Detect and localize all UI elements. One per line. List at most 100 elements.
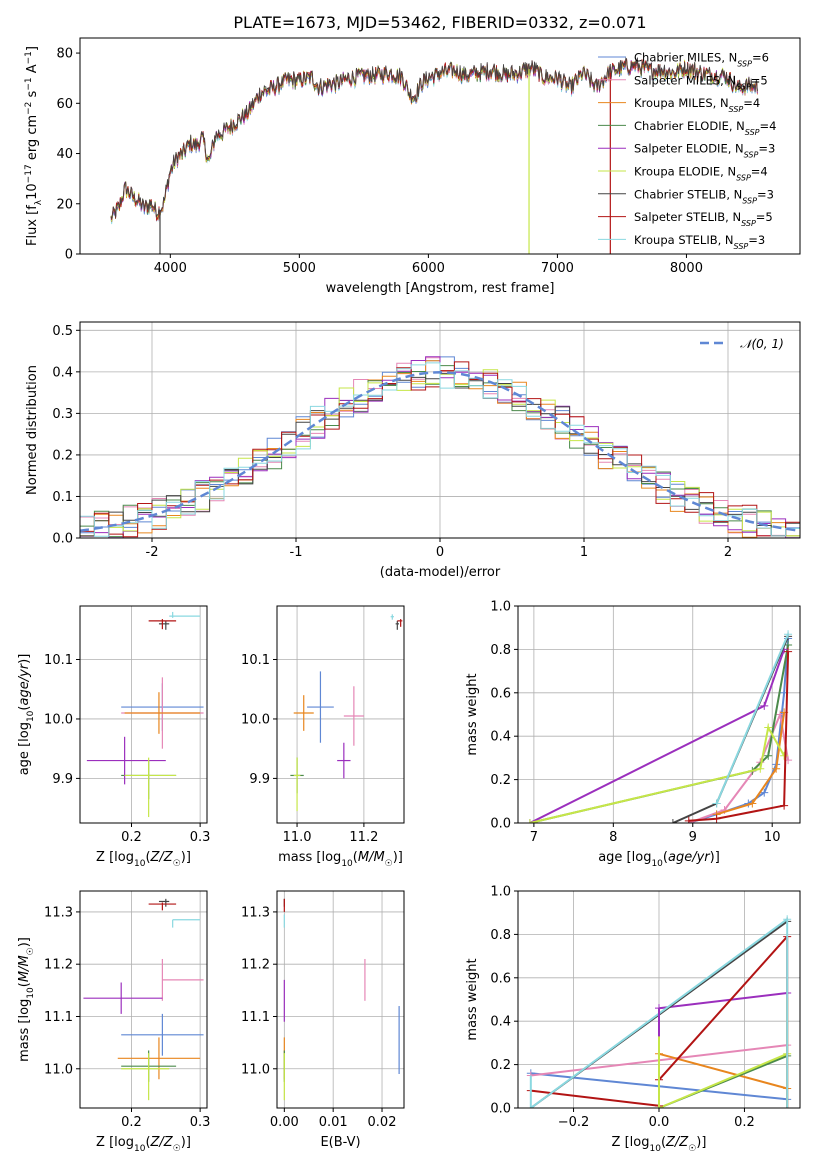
age_vs_mass-y-tick-label: 10.0 [241,712,270,727]
residuals-y-tick-label: 0.4 [52,365,73,380]
residuals-y-ticks: 0.0 0.1 0.2 0.3 0.4 0.5 [52,324,80,547]
age_vs_Z-errorbar-chabrier-stelib [158,620,170,630]
spectrum-y-tick-label: 0 [65,248,73,263]
mass_weight_vs_age-x-ticks: 7 8 9 10 [530,823,781,845]
mass_vs_Z-y-tick-label: 11.3 [44,905,73,920]
mass_weight_vs_age-marker-chabrier-stelib [668,819,677,823]
mass_weight_vs_age-plot-area [525,630,793,823]
age_vs_mass-axes-frame [276,605,405,824]
legend-entry-chabrier-miles: Chabrier MILES, NSSP=6 [634,51,769,69]
age_vs_mass-errorbar-kroupa-elodie [293,757,301,812]
mass_weight_vs_age-x-tick-label: 7 [530,830,538,845]
age_vs_Z-panel: 0.2 0.3 9.9 10.0 10.1 Z [log10(Z/Z☉)] age [log… [17,605,210,869]
mass_weight_vs_Z-x-label: Z [log10(Z/Z☉)] [612,1135,707,1154]
mass_vs_ebv-x-label: E(B-V) [320,1135,360,1150]
residuals-x-tick-label: 2 [724,545,732,560]
residuals-y-tick-label: 0.2 [52,448,73,463]
residuals-x-label: (data-model)/error [380,565,501,580]
mass_vs_ebv-x-ticks: 0.00 0.01 0.02 [270,1108,397,1130]
mass_weight_vs_age-axes-frame [517,605,801,824]
age_vs_mass-errorbar-chabrier-miles [307,671,334,743]
residuals-panel: -2 -1 0 1 2 0.0 0.1 0.2 0.3 0.4 0.5 𝒩(0, 1) (data-mo… [25,321,801,580]
mass_vs_ebv-panel: 0.00 0.01 0.02 11.0 11.1 11.2 11.3 E(B-V) [241,890,405,1150]
mass_weight_vs_Z-line-kroupa-elodie [658,1052,788,1108]
age_vs_Z-axes-frame [79,605,208,824]
age_vs_mass-panel: 11.0 11.2 9.9 10.0 10.1 mass [log10(M/M☉)] [241,605,405,869]
mass_weight_vs_age-y-tick-label: 1.0 [490,600,511,615]
age_vs_Z-errorbar-kroupa-elodie [124,757,177,818]
mass_vs_ebv-y-ticks: 11.0 11.1 11.2 11.3 [241,905,277,1077]
residuals-x-tick-label: 0 [436,545,444,560]
age_vs_Z-x-ticks: 0.2 0.3 [121,823,210,845]
mass_weight_vs_age-y-tick-label: 0.6 [490,686,511,701]
mass_weight_vs_Z-y-tick-label: 0.6 [490,971,511,986]
age_vs_Z-errorbar-salpeter-elodie [86,736,166,785]
mass_weight_vs_age-marker-kroupa-miles [748,799,757,808]
age_vs_Z-y-ticks: 9.9 10.0 10.1 [44,653,80,787]
mass_weight_vs_age-marker-chabrier-elodie [764,751,773,760]
spectrum-y-tick-label: 20 [56,197,73,212]
spectrum-x-tick-label: 5000 [283,261,316,276]
mass_vs_ebv-x-tick-label: 0.02 [368,1115,397,1130]
mass_weight_vs_age-marker-salpeter-elodie [760,701,769,710]
mass_vs_ebv-plot-area [283,898,400,1101]
mass_vs_Z-y-tick-label: 11.0 [44,1062,73,1077]
age_vs_Z-y-tick-label: 10.1 [44,653,73,668]
legend-entry-salpeter-stelib: Salpeter STELIB, NSSP=5 [634,210,773,228]
spectrum-series-chabrier-stelib [110,57,758,220]
mass_weight_vs_Z-x-tick-label: 0.2 [734,1115,755,1130]
mass_vs_Z-x-label: Z [log10(Z/Z☉)] [96,1135,191,1154]
mass_vs_ebv-y-tick-label: 11.1 [241,1010,270,1025]
mass_weight_vs_Z-y-tick-label: 0.0 [490,1102,511,1117]
mass_weight_vs_age-x-label: age [log10(age/yr)] [598,850,720,869]
mass_weight_vs_Z-y-tick-label: 0.2 [490,1058,511,1073]
age_vs_mass-errorbar-kroupa-stelib [390,614,394,620]
mass_vs_Z-y-ticks: 11.0 11.1 11.2 11.3 [44,905,80,1077]
mass_vs_ebv-y-tick-label: 11.0 [241,1062,270,1077]
mass_weight_vs_Z-y-tick-label: 0.8 [490,928,511,943]
spectrum-y-label: Flux [fλ10−17 erg cm−2 s−1 A−1] [24,46,44,246]
mass_vs_Z-errorbar-salpeter-stelib [148,902,177,911]
mass_vs_Z-y-tick-label: 11.2 [44,958,73,973]
spectrum-panel: 4000 5000 6000 7000 8000 0 20 40 60 80 wavelength … [24,37,801,296]
mass_vs_Z-errorbar-salpeter-miles [161,958,204,1001]
mass_weight_vs_age-panel: 7 8 9 10 0.0 0.2 0.4 0.6 0.8 1.0 age [log10(age/yr… [465,600,801,869]
legend-entry-kroupa-stelib: Kroupa STELIB, NSSP=3 [634,233,765,251]
spectrum-x-tick-label: 8000 [670,261,703,276]
mass_vs_Z-errorbar-kroupa-miles [117,1037,201,1080]
residual-histogram-salpeter-elodie [80,356,800,538]
age_vs_mass-y-tick-label: 10.1 [241,653,270,668]
residuals-y-tick-label: 0.0 [52,532,73,547]
legend-entry-salpeter-miles: Salpeter MILES, NSSP=5 [634,73,768,91]
mass_weight_vs_Z-y-label: mass weight [465,958,480,1040]
mass_weight_vs_age-marker-kroupa-elodie [764,723,773,732]
residuals-x-tick-label: 1 [580,545,588,560]
spectrum-x-tick-label: 6000 [412,261,445,276]
legend-entry-kroupa-miles: Kroupa MILES, NSSP=4 [634,96,760,114]
mass_vs_ebv-x-tick-label: 0.01 [319,1115,348,1130]
mass_vs_Z-errorbar-chabrier-stelib [158,898,170,907]
mass_weight_vs_age-y-tick-label: 0.2 [490,773,511,788]
residuals-legend: 𝒩(0, 1) [700,337,784,351]
mass_vs_Z-x-ticks: 0.2 0.3 [121,1108,210,1130]
spectrum-axes-frame [79,37,801,255]
mass_weight_vs_age-marker-salpeter-stelib [780,801,789,810]
age_vs_Z-y-tick-label: 10.0 [44,712,73,727]
mass_weight_vs_Z-y-tick-label: 0.4 [490,1015,511,1030]
age_vs_Z-errorbar-kroupa-stelib [169,611,201,618]
age_vs_Z-x-tick-label: 0.2 [121,830,142,845]
legend-entry-chabrier-elodie: Chabrier ELODIE, NSSP=4 [634,119,776,137]
age_vs_mass-errorbar-salpeter-miles [343,686,364,746]
mass_weight_vs_age-x-tick-label: 10 [764,830,781,845]
age_vs_Z-x-label: Z [log10(Z/Z☉)] [96,850,191,869]
mass_vs_Z-errorbar-kroupa-stelib [172,919,201,928]
mass_weight_vs_age-marker-kroupa-elodie [780,751,789,760]
mass_vs_Z-plot-area [83,898,204,1101]
legend-entry-normal: 𝒩(0, 1) [740,337,784,351]
mass_vs_Z-y-label: mass [log10(M/M☉)] [17,937,36,1062]
spectrum-y-tick-label: 80 [56,47,73,62]
legend-entry-salpeter-elodie: Salpeter ELODIE, NSSP=3 [634,142,775,160]
mass_weight_vs_age-marker-kroupa-elodie [756,764,765,773]
